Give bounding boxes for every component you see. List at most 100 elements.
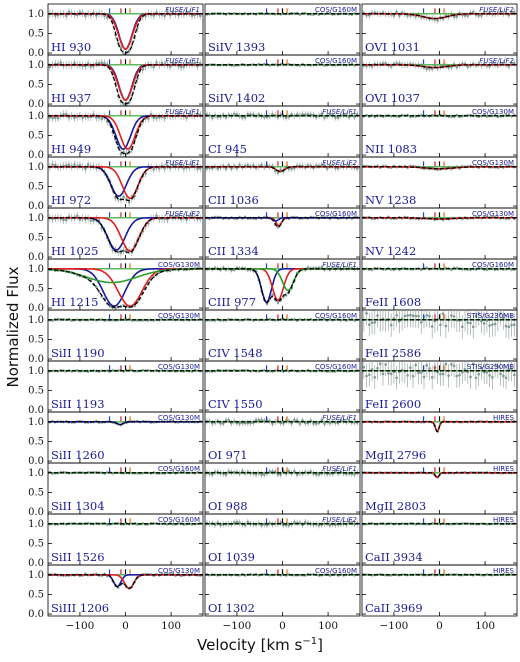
panel-oi-971-data-point [312,422,315,425]
panel-feii-2600-data-point [376,366,379,370]
panel-oi-971-instrument-label: FUSE/LiF1 [322,414,357,422]
panel-ci-945-data-point [210,116,214,119]
panel-ovi-1037-data-point [502,61,505,65]
y-tick-label: 0.0 [28,150,44,161]
panel-feii-2600-data-point [469,375,472,379]
y-tick-label: 0.0 [28,354,44,365]
panel-mgii-2803-ion-label: MgII 2803 [365,499,426,513]
panel-cii-1036-data-point [355,167,359,170]
panel-hi-949-data-point [155,116,158,120]
panel-ovi-1031-data-point [510,10,513,14]
panel-ci-945-instrument-label: FUSE/LiF1 [322,108,357,116]
panel-feii-2600-data-point [502,374,505,378]
panel-oi-971-data-point [243,421,247,425]
panel-feii-2600-data-point [430,376,434,379]
panel-feii-2600-data-point [436,370,439,374]
panel-ci-945-data-point [276,115,280,119]
panel-hi-972-data-point [67,163,71,167]
panel-feii-2586-data-point [488,324,491,327]
y-tick-label: 0.5 [28,28,44,39]
panel-nv-1242-model [362,217,517,220]
panel-feii-2600-data-point [409,366,412,370]
panel-hi-937-data-point [48,65,52,69]
panel-hi-949-data-point [149,112,153,116]
panel-hi-1025-ion-label: HI 1025 [51,244,99,258]
panel-hi-1025-data-point [64,218,68,222]
panel-oi-1039-data-point [293,520,296,524]
panel-ciii-977-data-point [271,293,274,297]
panel-feii-2600-data-point [384,363,388,366]
panel-ovi-1031-data-point [471,10,475,14]
panel-hi-937-data-point [122,102,125,106]
panel-feii-2600-data-point [417,371,420,375]
y-tick-label: 0.5 [28,334,44,345]
panel-feii-2600-data-point [422,375,426,379]
panel-hi-972-data-point [73,163,76,166]
panel-feii-2586-data-point [471,325,475,329]
panel-siii-1193-instrument-label: COS/G130M [158,363,200,371]
panel-feii-2586-data-point [430,325,434,328]
y-tick-label: 0.5 [28,436,44,447]
y-tick-label: 0.5 [28,181,44,192]
panel-feii-2600-data-point [439,372,442,376]
panel-oi-1039-data-point [350,520,354,524]
panel-oi-971-data-point [314,422,318,425]
panel-hi-972-data-point [127,200,131,204]
panel-hi-937-data-point [174,61,177,65]
panel-ovi-1031-data-point [512,10,516,14]
panel-cii-1036-instrument-label: FUSE/LiF2 [322,159,357,167]
panel-feii-2586-data-point [392,317,396,320]
panel-hi-972-data-point [190,163,194,167]
panel-oi-1302-ion-label: OI 1302 [208,601,255,615]
panel-oi-1039-data-point [282,523,285,527]
panel-hi-1025-data-point [155,214,158,218]
panel-feii-2600-data-point [441,372,445,376]
x-tick-label: −100 [379,620,408,632]
panel-hi-949-data-point [119,152,123,156]
panel-cii-1334-instrument-label: COS/G160M [315,210,357,218]
panel-feii-2600-data-point [447,374,450,377]
panel-feii-2600-data-point [488,374,491,377]
x-axis-label: Velocity [km s−1] [0,636,520,654]
panel-ovi-1031-data-point [436,18,439,22]
panel-feii-2600-data-point [480,366,483,370]
panel-cii-1036-data-point [230,167,233,170]
panel-ovi-1031-ion-label: OVI 1031 [365,40,420,54]
panel-ci-945-data-point [328,112,332,116]
panel-cii-1036-ion-label: CII 1036 [208,193,259,207]
panel-oi-971-data-point [219,422,222,425]
panel-ci-945-data-point [350,112,354,116]
panel-ci-945-data-point [334,116,337,119]
panel-ovi-1031-data-point [482,10,486,14]
panel-nii-1083-ion-label: NII 1083 [365,142,417,156]
panel-ovi-1031-data-point [398,14,401,17]
panel-ovi-1031-data-point [477,14,481,17]
panel-hi-1025-data-point [92,219,95,222]
panel-feii-2586-data-point [491,323,494,326]
panel-hi-949-data-point [67,116,71,119]
panel-feii-2600-data-point [499,372,502,376]
x-tick-label: 100 [475,620,495,632]
panel-nv-1238-ion-label: NV 1238 [365,193,416,207]
y-tick-label: 0.5 [28,589,44,600]
panel-hi-937-data-point [152,65,156,69]
panel-hi-949-data-point [56,116,60,120]
y-tick-label: 0.0 [28,405,44,416]
panel-feii-2600-data-point [460,370,464,374]
panel-hi-972-data-point [179,163,183,167]
panel-ovi-1031-data-point [455,15,459,18]
panel-hi-937-data-point [136,77,139,81]
panel-siii-1260-instrument-label: COS/G130M [158,414,200,422]
panel-ovi-1037-data-point [507,65,511,68]
panel-hi-930-data-point [119,46,123,49]
panel-hi-972-data-point [152,167,156,171]
panel-cii-1036-data-point [246,163,250,167]
panel-civ-1548-ion-label: CIV 1548 [208,346,263,360]
panel-feii-2586-data-point [493,322,497,326]
panel-oi-1039-data-point [328,523,332,527]
panel-feii-2600-data-point [485,371,489,374]
panel-hi-949-data-point [53,116,57,120]
panel-oi-971-data-point [260,418,263,422]
panel-feii-2600-data-point [378,362,382,366]
